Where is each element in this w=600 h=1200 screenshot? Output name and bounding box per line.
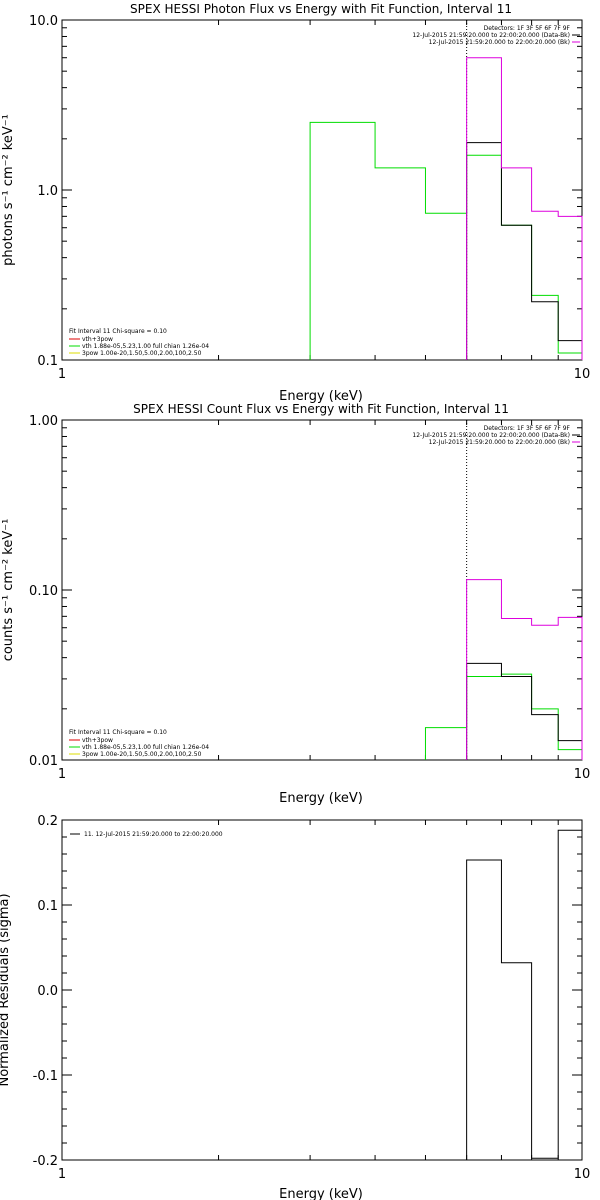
- photon-series-0: [309, 121, 583, 360]
- photon-flux-xlabel: Energy (keV): [279, 389, 363, 404]
- residuals-legend: 11. 12-Jul-2015 21:59:20.000 to 22:00:20…: [84, 831, 223, 838]
- residual-ytick-label: 0.1: [37, 899, 58, 914]
- count-series-0: [424, 673, 583, 760]
- count-xtick-label: 10: [574, 767, 591, 782]
- residual-xtick-label: 1: [58, 1167, 66, 1182]
- residuals-panel: Energy (keV) Normalized Residuals (sigma…: [0, 819, 583, 1200]
- count-series-2: [466, 579, 583, 760]
- count-flux-ylabel: counts s⁻¹ cm⁻² keV⁻¹: [1, 519, 16, 662]
- residual-ytick-label: 0.0: [37, 984, 58, 999]
- photon-ytick-label: 0.1: [37, 354, 58, 369]
- photon-ytick-label: 1.0: [37, 184, 58, 199]
- photon-fit-text-2: vth 1.88e-05,5.23,1.00 full chian 1.26e-…: [82, 343, 209, 350]
- count-flux-header-2: 12-Jul-2015 21:59:20.000 to 22:00:20.000…: [429, 439, 570, 446]
- residual-series-0: [466, 829, 583, 1160]
- residual-ytick-label: 0.2: [37, 814, 58, 829]
- count-fit-text-3: 3pow 1.00e-20,1.50,5.00,2.00,100,2.50: [82, 751, 202, 758]
- residual-xtick-label: 10: [574, 1167, 591, 1182]
- count-fit-text-2: vth 1.88e-05,5.23,1.00 full chian 1.26e-…: [82, 744, 209, 751]
- count-flux-xlabel: Energy (keV): [279, 791, 363, 806]
- count-ytick-label: 1.00: [29, 414, 58, 429]
- count-xtick-label: 1: [58, 767, 66, 782]
- photon-ytick-label: 10.0: [29, 14, 58, 29]
- residuals-frame: [61, 819, 583, 1161]
- count-series-1: [466, 662, 583, 760]
- count-fit-text-1: vth+3pow: [82, 737, 113, 744]
- residual-ytick-label: -0.1: [33, 1069, 58, 1084]
- count-flux-panel: SPEX HESSI Count Flux vs Energy with Fit…: [1, 402, 583, 806]
- count-ytick-label: 0.01: [29, 754, 58, 769]
- photon-series-2: [466, 57, 583, 360]
- count-flux-title: SPEX HESSI Count Flux vs Energy with Fit…: [133, 402, 509, 416]
- photon-series-1: [466, 142, 583, 360]
- photon-flux-header-0: Detectors: 1F 3F 5F 6F 7F 9F: [484, 25, 571, 32]
- photon-flux-frame: [61, 19, 583, 361]
- residuals-ylabel: Normalized Residuals (sigma): [0, 893, 12, 1086]
- photon-flux-header-2: 12-Jul-2015 21:59:20.000 to 22:00:20.000…: [429, 39, 570, 46]
- photon-flux-header-1: 12-Jul-2015 21:59:20.000 to 22:00:20.000…: [412, 32, 570, 39]
- count-ytick-label: 0.10: [29, 584, 58, 599]
- photon-fit-text-3: 3pow 1.00e-20,1.50,5.00,2.00,100,2.50: [82, 350, 202, 357]
- residual-ytick-label: -0.2: [33, 1154, 58, 1169]
- residuals-xlabel: Energy (keV): [279, 1187, 363, 1200]
- photon-fit-text-0: Fit Interval 11 Chi-square = 0.10: [69, 328, 167, 335]
- count-fit-text-0: Fit Interval 11 Chi-square = 0.10: [69, 729, 167, 736]
- photon-xtick-label: 1: [58, 367, 66, 382]
- photon-flux-panel: SPEX HESSI Photon Flux vs Energy with Fi…: [1, 2, 583, 404]
- photon-flux-title: SPEX HESSI Photon Flux vs Energy with Fi…: [130, 2, 512, 16]
- count-flux-frame: [61, 419, 583, 761]
- count-flux-header-1: 12-Jul-2015 21:59:20.000 to 22:00:20.000…: [412, 432, 570, 439]
- count-flux-header-0: Detectors: 1F 3F 5F 6F 7F 9F: [484, 425, 571, 432]
- photon-fit-text-1: vth+3pow: [82, 336, 113, 343]
- photon-flux-ylabel: photons s⁻¹ cm⁻² keV⁻¹: [1, 114, 16, 266]
- photon-xtick-label: 10: [574, 367, 591, 382]
